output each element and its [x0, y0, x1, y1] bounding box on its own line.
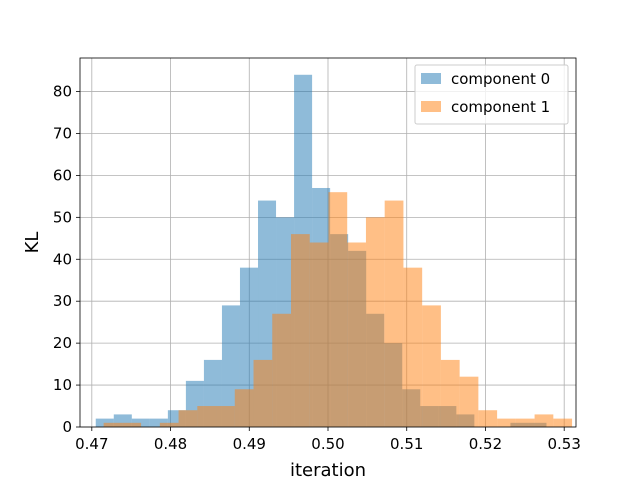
y-tick-label: 50: [53, 208, 72, 226]
histogram-bar-component-1: [534, 414, 554, 427]
histogram-bar-component-1: [178, 410, 198, 427]
histogram-bar-component-1: [497, 418, 516, 427]
legend-swatch-component-1: [421, 101, 441, 112]
x-axis-label: iteration: [290, 460, 366, 480]
legend-box: [414, 64, 569, 125]
histogram-bar-component-0: [239, 267, 259, 427]
x-tick-label: 0.47: [75, 435, 108, 453]
histogram-bar-component-1: [553, 418, 573, 427]
histogram-bars: [95, 74, 573, 427]
y-tick-label: 0: [62, 418, 72, 436]
histogram-bar-component-1: [216, 406, 235, 427]
y-tick-label: 60: [53, 166, 72, 184]
histogram-bar-component-1: [440, 359, 460, 427]
y-tick-label: 80: [53, 83, 72, 101]
y-tick-label: 70: [53, 124, 72, 142]
histogram-bar-component-1: [422, 305, 441, 427]
y-axis-label: KL: [22, 232, 43, 254]
x-tick-label: 0.51: [390, 435, 423, 453]
x-tick-label: 0.53: [547, 435, 580, 453]
histogram-bar-component-1: [403, 267, 423, 427]
histogram-bar-component-1: [459, 376, 479, 427]
x-tick-label: 0.52: [469, 435, 502, 453]
histogram-bar-component-1: [103, 422, 123, 427]
x-axis-ticks: 0.47 0.48 0.49 0.50 0.51 0.52 0.53: [75, 427, 581, 453]
x-tick-label: 0.50: [311, 435, 344, 453]
x-tick-label: 0.49: [233, 435, 266, 453]
histogram-bar-component-0: [149, 418, 168, 427]
legend-label-component-1: component 1: [451, 98, 550, 116]
x-tick-label: 0.48: [154, 435, 187, 453]
legend-swatch-component-0: [421, 73, 441, 84]
histogram-bar-component-1: [365, 217, 385, 427]
histogram-bar-component-1: [328, 192, 348, 427]
histogram-bar-component-1: [272, 313, 291, 427]
histogram-bar-component-1: [478, 410, 498, 427]
histogram-bar-component-1: [290, 234, 310, 427]
histogram-bar-component-1: [122, 422, 142, 427]
legend-label-component-0: component 0: [451, 70, 550, 88]
legend: component 0 component 1: [414, 64, 569, 125]
y-tick-label: 30: [53, 292, 72, 310]
y-axis-ticks: 0 10 20 30 40 50 60 70 80: [53, 83, 80, 436]
y-tick-label: 20: [53, 334, 72, 352]
histogram-bar-component-1: [347, 242, 366, 427]
y-tick-label: 10: [53, 376, 72, 394]
histogram-bar-component-1: [309, 242, 329, 427]
histogram-bar-component-1: [234, 389, 254, 427]
y-tick-label: 40: [53, 250, 72, 268]
histogram-bar-component-1: [515, 418, 535, 427]
histogram-bar-component-1: [159, 422, 179, 427]
histogram-bar-component-1: [197, 406, 217, 427]
histogram-bar-component-1: [253, 359, 273, 427]
histogram-bar-component-1: [384, 200, 404, 427]
